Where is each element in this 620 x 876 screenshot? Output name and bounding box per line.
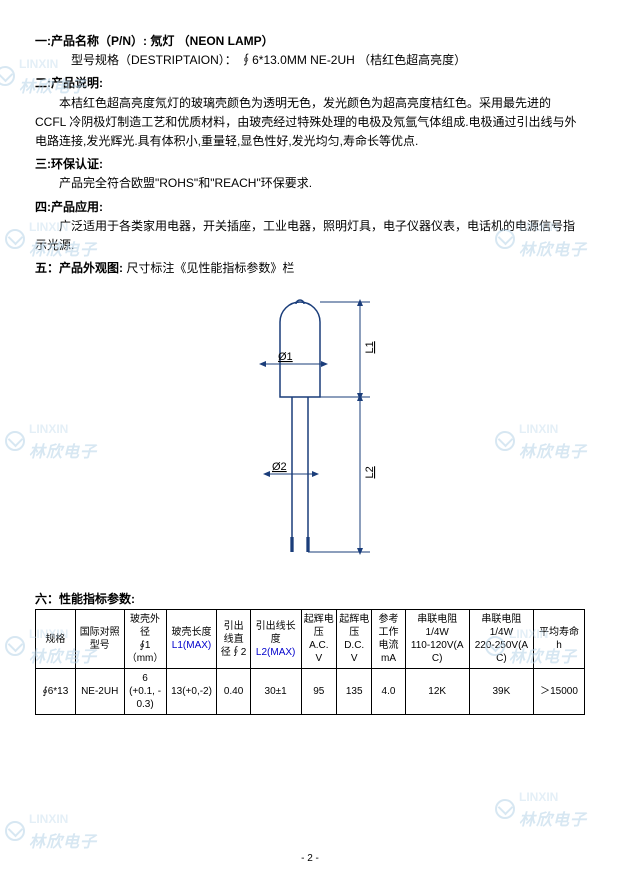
spec-table-cell: 135 [337, 669, 372, 715]
section-3-heading: 三:环保认证: [35, 155, 585, 174]
product-diagram: Ø1 Ø2 L1 L2 [195, 292, 425, 572]
section-1-subtitle: 型号规格（DESTRIPTAION）： ∮6*13.0MM NE-2UH （桔红… [35, 51, 585, 70]
spec-table-cell: 0.40 [217, 669, 250, 715]
spec-table-header: 起辉电压D.C.V [337, 610, 372, 669]
spec-table-cell: 39K [469, 669, 533, 715]
spec-table-cell: 13(+0,-2) [166, 669, 217, 715]
spec-table-cell: ∮6*13 [36, 669, 76, 715]
spec-table-header: 玻壳外径∮1（mm） [124, 610, 166, 669]
watermark: LINXIN林欣电子 [5, 420, 97, 462]
watermark: LINXIN林欣电子 [5, 810, 97, 852]
spec-table-header: 平均寿命h [533, 610, 584, 669]
section-4-heading: 四:产品应用: [35, 198, 585, 217]
spec-table-cell: 12K [405, 669, 469, 715]
spec-table: 规格国际对照型号玻壳外径∮1（mm）玻壳长度L1(MAX)引出线直径∮2引出线长… [35, 609, 585, 715]
svg-text:Ø1: Ø1 [278, 351, 293, 363]
section-3-paragraph: 产品完全符合欧盟"ROHS"和"REACH"环保要求. [35, 174, 585, 193]
spec-table-cell: 95 [301, 669, 336, 715]
spec-table-header: 引出线直径∮2 [217, 610, 250, 669]
section-2-heading: 二:产品说明: [35, 74, 585, 93]
spec-table-header: 起辉电压A.C.V [301, 610, 336, 669]
spec-table-cell: NE-2UH [75, 669, 124, 715]
spec-table-header: 国际对照型号 [75, 610, 124, 669]
spec-table-cell: 30±1 [250, 669, 301, 715]
spec-table-header: 串联电阻1/4W110-120V(AC) [405, 610, 469, 669]
svg-text:L2: L2 [364, 467, 376, 479]
page-number: - 2 - [0, 853, 620, 864]
spec-table-header: 引出线长度L2(MAX) [250, 610, 301, 669]
section-5-label: 五：产品外观图: [35, 261, 123, 275]
svg-text:Ø2: Ø2 [272, 461, 287, 473]
spec-table-cell: ＞15000 [533, 669, 584, 715]
spec-table-header: 玻壳长度L1(MAX) [166, 610, 217, 669]
spec-table-header: 串联电阻1/4W220-250V(AC) [469, 610, 533, 669]
section-5-heading: 五：产品外观图: 尺寸标注《见性能指标参数》栏 [35, 259, 585, 278]
spec-table-header: 规格 [36, 610, 76, 669]
watermark: LINXIN林欣电子 [495, 788, 587, 830]
section-1-heading: 一:产品名称（P/N）: 氖灯 （NEON LAMP） [35, 32, 585, 51]
watermark: LINXIN林欣电子 [495, 420, 587, 462]
svg-text:L1: L1 [364, 342, 376, 354]
spec-table-header: 参考工作电流mA [372, 610, 405, 669]
section-6-heading: 六：性能指标参数: [35, 590, 585, 609]
spec-table-cell: 6(+0.1, -0.3) [124, 669, 166, 715]
section-5-subtitle: 尺寸标注《见性能指标参数》栏 [126, 261, 294, 275]
section-4-paragraph: 广泛适用于各类家用电器，开关插座，工业电器，照明灯具，电子仪器仪表，电话机的电源… [35, 217, 585, 255]
section-2-paragraph: 本桔红色超高亮度氖灯的玻璃壳颜色为透明无色，发光颜色为超高亮度桔红色。采用最先进… [35, 94, 585, 152]
spec-table-cell: 4.0 [372, 669, 405, 715]
